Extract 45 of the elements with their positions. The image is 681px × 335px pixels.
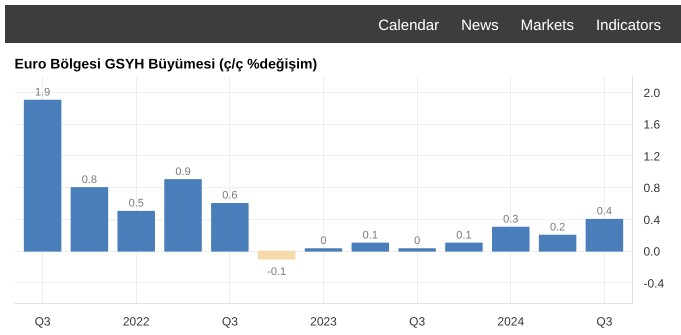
data-label: -0.1 bbox=[267, 266, 286, 278]
text: News bbox=[461, 17, 499, 34]
x-tick-label: 2024 bbox=[497, 314, 524, 328]
data-label: 0.4 bbox=[596, 206, 612, 218]
x-tick-label: Q3 bbox=[34, 314, 51, 328]
y-tick-label: 0.4 bbox=[644, 212, 661, 227]
bar bbox=[164, 179, 202, 252]
data-label: 1.9 bbox=[34, 86, 50, 99]
text: Calendar bbox=[378, 17, 440, 34]
data-label: 0.1 bbox=[362, 229, 378, 242]
bar bbox=[304, 248, 342, 252]
y-tick-label: 0.8 bbox=[644, 181, 661, 196]
y-tick-label: 1.6 bbox=[644, 118, 661, 132]
bar bbox=[117, 210, 155, 252]
chart-title: Euro Bölgesi GSYH Büyümesi (ç/ç %değişim) bbox=[14, 56, 318, 72]
bar bbox=[70, 187, 108, 252]
y-tick-label: 0.0 bbox=[644, 244, 661, 259]
x-tick-label: 2023 bbox=[310, 314, 338, 328]
bar bbox=[352, 242, 390, 252]
x-tick-label: Q3 bbox=[409, 314, 426, 328]
data-label: 0.1 bbox=[456, 229, 472, 242]
bar bbox=[445, 242, 483, 252]
text: Indicators bbox=[596, 17, 661, 34]
data-label: 0.3 bbox=[503, 214, 518, 226]
bar bbox=[24, 100, 62, 252]
x-tick-label: Q3 bbox=[222, 314, 238, 328]
y-tick-label: 2.0 bbox=[644, 86, 661, 100]
bar bbox=[398, 248, 436, 252]
data-label: 0 bbox=[414, 234, 420, 247]
bar bbox=[492, 226, 530, 252]
x-tick-label: Q3 bbox=[596, 314, 613, 328]
y-tick-label: 1.2 bbox=[644, 149, 661, 164]
bar bbox=[258, 250, 296, 260]
bar bbox=[211, 202, 249, 252]
data-label: 0.6 bbox=[222, 190, 238, 202]
y-tick-label: -0.4 bbox=[644, 276, 665, 290]
data-label: 0.2 bbox=[550, 221, 566, 234]
data-label: 0 bbox=[320, 234, 327, 247]
data-label: 0.9 bbox=[175, 166, 191, 178]
text: Markets bbox=[520, 17, 574, 34]
data-label: 0.8 bbox=[82, 174, 98, 186]
data-label: 0.5 bbox=[128, 198, 144, 210]
bar bbox=[538, 234, 576, 252]
x-tick-label: 2022 bbox=[122, 314, 150, 328]
bar bbox=[586, 218, 624, 252]
